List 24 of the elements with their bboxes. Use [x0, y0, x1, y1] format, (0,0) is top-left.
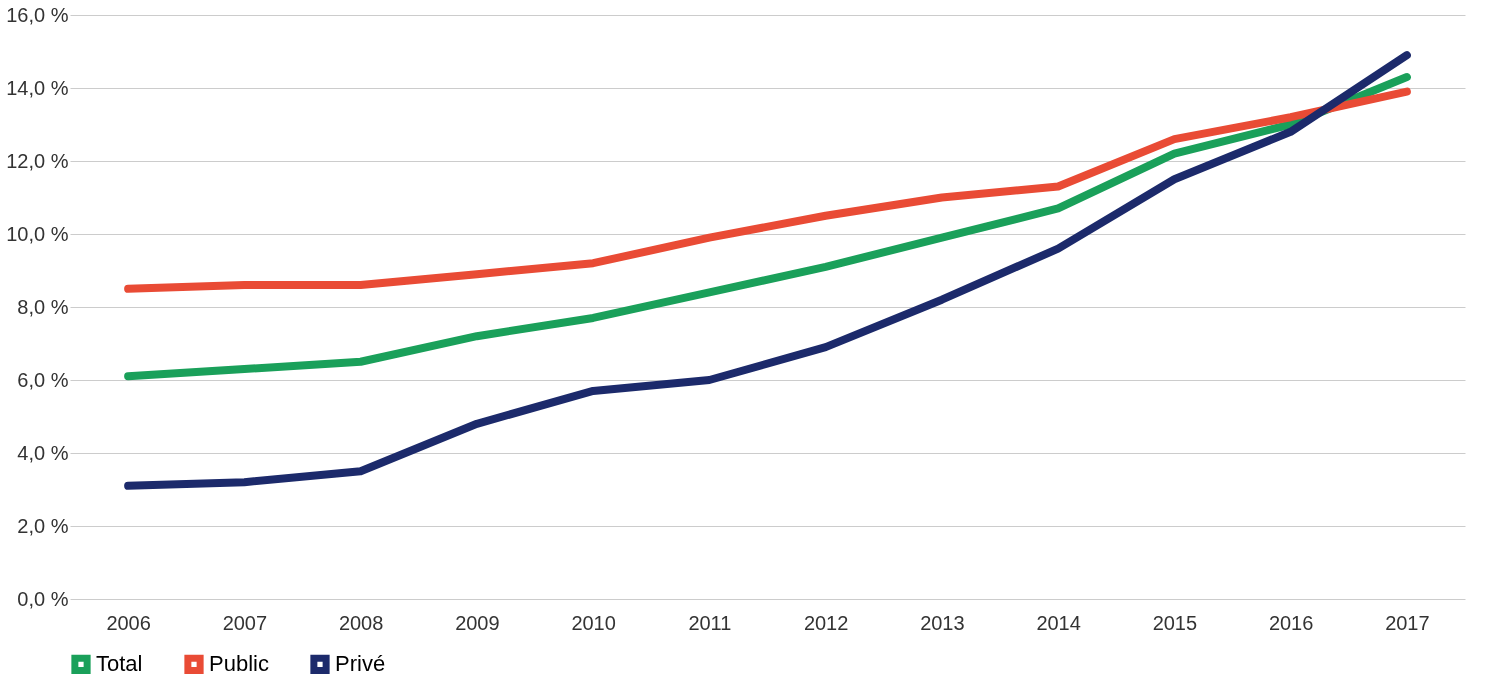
- y-tick-label: 16,0 %: [6, 3, 69, 26]
- x-tick-label: 2015: [1152, 611, 1198, 634]
- legend-label: Public: [209, 651, 269, 677]
- legend-label: Total: [96, 651, 143, 677]
- y-tick-label: 10,0 %: [6, 222, 69, 245]
- y-tick-label: 4,0 %: [17, 441, 69, 464]
- x-tick-label: 2010: [571, 611, 616, 634]
- y-tick-label: 8,0 %: [17, 295, 69, 318]
- x-tick-label: 2006: [106, 611, 151, 634]
- y-tick-label: 6,0 %: [17, 368, 69, 391]
- y-tick-label: 2,0 %: [17, 514, 69, 537]
- x-tick-label: 2007: [222, 611, 268, 634]
- x-tick-label: 2012: [803, 611, 849, 634]
- x-tick-label: 2014: [1036, 611, 1081, 634]
- y-tick-label: 0,0 %: [17, 587, 69, 610]
- x-tick-label: 2016: [1268, 611, 1314, 634]
- y-tick-label: 14,0 %: [6, 76, 69, 99]
- legend-label: Privé: [335, 651, 386, 677]
- x-tick-label: 2008: [338, 611, 384, 634]
- x-tick-label: 2017: [1385, 611, 1430, 634]
- y-tick-label: 12,0 %: [6, 149, 69, 172]
- x-tick-label: 2013: [920, 611, 965, 634]
- x-tick-label: 2011: [688, 611, 732, 634]
- x-tick-label: 2009: [455, 611, 500, 634]
